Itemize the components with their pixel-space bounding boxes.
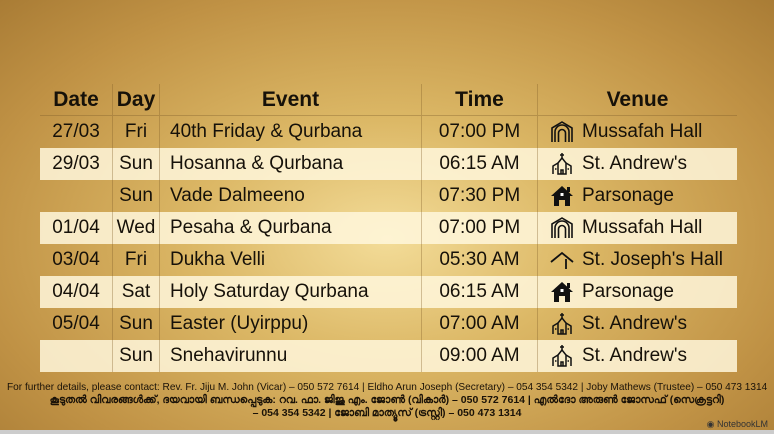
- cell-event: Holy Saturday Qurbana: [160, 276, 422, 308]
- cell-venue: Parsonage: [538, 276, 737, 308]
- cell-time: 07:30 PM: [422, 180, 538, 212]
- cell-venue: St. Andrew's: [538, 308, 737, 340]
- church-icon: [550, 344, 574, 368]
- church-icon: [550, 152, 574, 176]
- brand-label: NotebookLM: [716, 419, 768, 429]
- cell-day: Sat: [113, 276, 160, 308]
- bottom-bar: [0, 430, 774, 434]
- header-date: Date: [40, 84, 113, 115]
- header-day: Day: [113, 84, 160, 115]
- cell-time: 06:15 AM: [422, 276, 538, 308]
- notebooklm-watermark: ◉ NotebookLM: [706, 419, 768, 429]
- cell-event: 40th Friday & Qurbana: [160, 116, 422, 148]
- cell-event: Easter (Uyirppu): [160, 308, 422, 340]
- arch-hall-icon: [550, 120, 574, 144]
- venue-label: St. Andrew's: [582, 345, 688, 366]
- cell-day: Sun: [113, 180, 160, 212]
- header-event: Event: [160, 84, 422, 115]
- house-icon: [550, 280, 574, 304]
- table-header: Date Day Event Time Venue: [40, 84, 737, 116]
- table-row: 04/04 Sat Holy Saturday Qurbana 06:15 AM…: [40, 276, 737, 308]
- cell-event: Pesaha & Qurbana: [160, 212, 422, 244]
- table-row: 27/03 Fri 40th Friday & Qurbana 07:00 PM…: [40, 116, 737, 148]
- schedule-table: Date Day Event Time Venue 27/03 Fri 40th…: [40, 84, 737, 372]
- cell-time: 06:15 AM: [422, 148, 538, 180]
- table-row: 05/04 Sun Easter (Uyirppu) 07:00 AM St. …: [40, 308, 737, 340]
- cell-date: [40, 180, 113, 212]
- church-icon: [550, 312, 574, 336]
- cell-date: 01/04: [40, 212, 113, 244]
- cell-date: 03/04: [40, 244, 113, 276]
- cell-venue: St. Joseph's Hall: [538, 244, 737, 276]
- house-icon: [550, 184, 574, 208]
- cell-date: 05/04: [40, 308, 113, 340]
- cell-day: Wed: [113, 212, 160, 244]
- table-row: Sun Vade Dalmeeno 07:30 PM Parsonage: [40, 180, 737, 212]
- table-row: 03/04 Fri Dukha Velli 05:30 AM St. Josep…: [40, 244, 737, 276]
- contact-malayalam-line1: കൂടുതൽ വിവരങ്ങൾക്ക്, ദയവായി ബന്ധപ്പെടുക:…: [49, 394, 725, 406]
- header-venue: Venue: [606, 87, 669, 111]
- venue-label: Parsonage: [582, 281, 674, 302]
- venue-label: St. Andrew's: [582, 153, 688, 174]
- cell-event: Dukha Velli: [160, 244, 422, 276]
- contact-english: For further details, please contact: Rev…: [6, 381, 768, 393]
- cell-date: 27/03: [40, 116, 113, 148]
- table-row: 29/03 Sun Hosanna & Qurbana 06:15 AM St.…: [40, 148, 737, 180]
- roof-icon: [550, 248, 574, 272]
- cell-venue: Mussafah Hall: [538, 116, 737, 148]
- cell-day: Fri: [113, 244, 160, 276]
- cell-event: Snehavirunnu: [160, 340, 422, 372]
- cell-day: Sun: [113, 148, 160, 180]
- cell-time: 09:00 AM: [422, 340, 538, 372]
- header-time: Time: [422, 84, 538, 115]
- venue-label: Mussafah Hall: [582, 217, 703, 238]
- cell-event: Vade Dalmeeno: [160, 180, 422, 212]
- cell-event: Hosanna & Qurbana: [160, 148, 422, 180]
- venue-label: St. Joseph's Hall: [582, 249, 723, 270]
- cell-venue: Mussafah Hall: [538, 212, 737, 244]
- table-row: Sun Snehavirunnu 09:00 AM St. Andrew's: [40, 340, 737, 372]
- cell-venue: St. Andrew's: [538, 148, 737, 180]
- cell-time: 05:30 AM: [422, 244, 538, 276]
- venue-label: St. Andrew's: [582, 313, 688, 334]
- table-row: 01/04 Wed Pesaha & Qurbana 07:00 PM Muss…: [40, 212, 737, 244]
- cell-venue: Parsonage: [538, 180, 737, 212]
- cell-day: Sun: [113, 340, 160, 372]
- cell-time: 07:00 AM: [422, 308, 538, 340]
- cell-day: Fri: [113, 116, 160, 148]
- cell-time: 07:00 PM: [422, 212, 538, 244]
- cell-date: 04/04: [40, 276, 113, 308]
- venue-label: Parsonage: [582, 185, 674, 206]
- cell-day: Sun: [113, 308, 160, 340]
- cell-date: 29/03: [40, 148, 113, 180]
- cell-date: [40, 340, 113, 372]
- cell-time: 07:00 PM: [422, 116, 538, 148]
- venue-label: Mussafah Hall: [582, 121, 703, 142]
- footer-contact: For further details, please contact: Rev…: [0, 381, 774, 420]
- contact-malayalam-line2: – 054 354 5342 | ജോബി മാത്യൂസ് (ട്രസ്റ്റ…: [252, 407, 522, 419]
- arch-hall-icon: [550, 216, 574, 240]
- cell-venue: St. Andrew's: [538, 340, 737, 372]
